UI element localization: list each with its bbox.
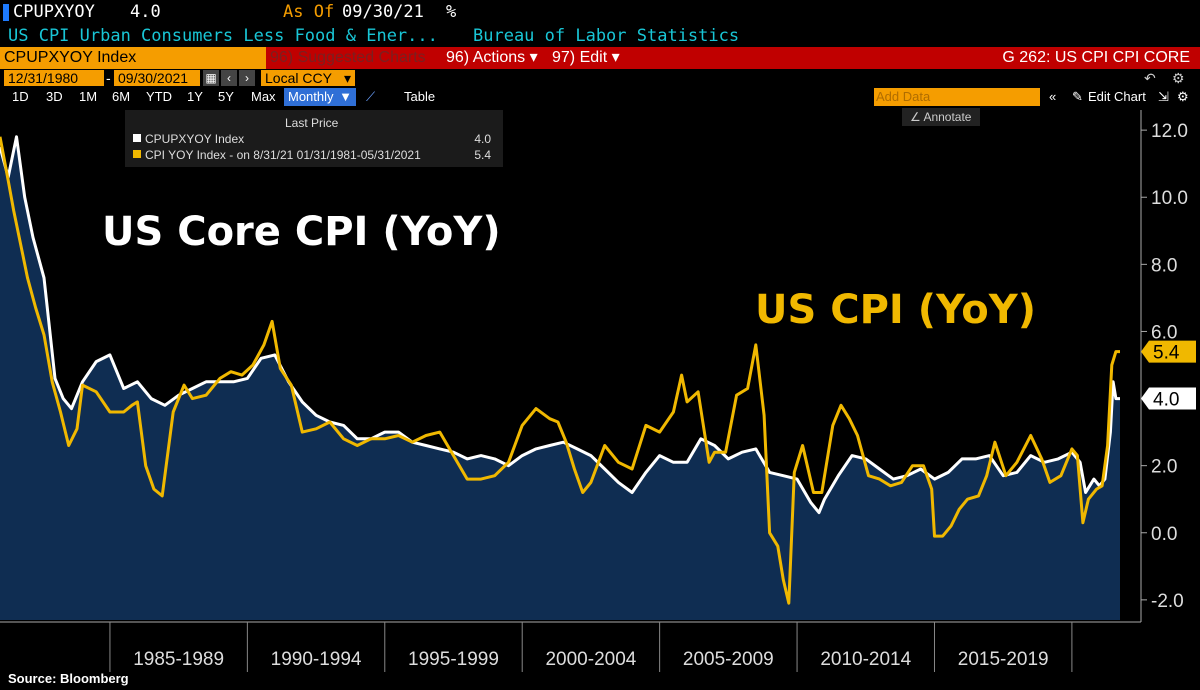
y-tick-label: 10.0 xyxy=(1151,188,1188,209)
date-range-row: 12/31/1980 - 09/30/2021 ▦ ‹ › Local CCY ▾… xyxy=(0,69,1200,87)
period-5y[interactable]: 5Y xyxy=(218,89,234,104)
legend-swatch-core xyxy=(133,134,141,142)
legend-label-core: CPUPXYOY Index xyxy=(145,132,245,146)
chevron-down-icon: ▾ xyxy=(343,70,351,86)
y-tick-label: -2.0 xyxy=(1151,591,1184,612)
core-cpi-title: US Core CPI (YoY) xyxy=(102,209,501,255)
legend-item-headline[interactable]: CPI YOY Index - on 8/31/21 01/31/1981-05… xyxy=(133,148,497,162)
pencil-icon: ∠ xyxy=(910,110,921,124)
settings-icon[interactable]: ⚙ xyxy=(1172,70,1185,86)
security-description: US CPI Urban Consumers Less Food & Ener.… xyxy=(8,26,438,46)
legend-value-headline: 5.4 xyxy=(474,148,491,162)
period-ytd[interactable]: YTD xyxy=(146,89,172,104)
start-date-field[interactable]: 12/31/1980 xyxy=(4,70,104,86)
x-tick-label: 2000-2004 xyxy=(545,649,636,670)
unit: % xyxy=(446,2,457,22)
y-tick-label: 8.0 xyxy=(1151,255,1177,276)
period-max[interactable]: Max xyxy=(251,89,276,104)
currency-select[interactable]: Local CCY ▾ xyxy=(261,70,355,86)
y-tick-label: 2.0 xyxy=(1151,457,1177,478)
source-footnote: Source: Bloomberg xyxy=(8,671,129,686)
as-of-date[interactable]: 09/30/21 xyxy=(342,2,424,22)
chevron-down-icon: ▼ xyxy=(339,89,352,104)
annotate-label: Annotate xyxy=(923,110,972,124)
frequency-value: Monthly xyxy=(288,89,334,104)
x-tick-label: 1995-1999 xyxy=(408,649,499,670)
x-tick-label: 2005-2009 xyxy=(683,649,774,670)
actions-label: Actions xyxy=(472,49,526,66)
currency-value: Local CCY xyxy=(265,70,332,86)
legend-header: Last Price xyxy=(285,116,339,130)
end-date-field[interactable]: 09/30/2021 xyxy=(114,70,200,86)
suggested-label: Suggested Charts xyxy=(297,49,426,66)
undo-icon[interactable]: ↶ xyxy=(1144,70,1156,86)
chevron-left-icon[interactable]: ‹ xyxy=(221,70,237,86)
core-cpi-line[interactable] xyxy=(0,135,1120,515)
command-bar: CPUPXYOY Index 96) Suggested Charts 96) … xyxy=(0,47,1200,69)
headline-cpi-title: US CPI (YoY) xyxy=(755,287,1036,333)
legend-item-core[interactable]: CPUPXYOY Index 4.0 xyxy=(133,132,497,146)
core-cpi-area xyxy=(0,136,1120,621)
period-1m[interactable]: 1M xyxy=(79,89,98,104)
suggested-charts-button[interactable]: 96) Suggested Charts xyxy=(270,47,440,69)
add-data-input[interactable]: Add Data xyxy=(874,88,1040,106)
chevron-down-icon: ▾ xyxy=(611,49,620,66)
y-tick-label: 0.0 xyxy=(1151,524,1177,545)
calendar-icon[interactable]: ▦ xyxy=(203,70,219,86)
period-6m[interactable]: 6M xyxy=(112,89,131,104)
legend-label-headline: CPI YOY Index - on 8/31/21 01/31/1981-05… xyxy=(145,148,421,162)
x-tick-label: 1985-1989 xyxy=(133,649,224,670)
headline-last-value: 5.4 xyxy=(1141,340,1196,364)
graph-id: G 262: US CPI CPI CORE xyxy=(1002,49,1190,66)
suggested-code: 96) xyxy=(270,49,294,66)
range-dash: - xyxy=(106,70,111,86)
last-value-box xyxy=(1141,340,1196,363)
table-button[interactable]: Table xyxy=(404,89,436,104)
security-header: CPUPXYOY 4.0 As Of 09/30/21 % xyxy=(0,0,1200,25)
chevron-down-icon: ▾ xyxy=(529,49,538,66)
edit-chart-button[interactable]: Edit Chart xyxy=(1088,89,1146,104)
last-value-text: 5.4 xyxy=(1153,343,1180,364)
y-tick-label: 6.0 xyxy=(1151,322,1177,343)
legend-swatch-headline xyxy=(133,150,141,158)
current-value: 4.0 xyxy=(130,2,161,22)
legend-value-core: 4.0 xyxy=(474,132,491,146)
x-tick-label: 1990-1994 xyxy=(271,649,362,670)
index-field[interactable]: CPUPXYOY Index xyxy=(0,47,266,69)
last-value-text: 4.0 xyxy=(1153,390,1179,411)
export-icon[interactable]: ⇲ xyxy=(1158,89,1169,104)
period-1y[interactable]: 1Y xyxy=(187,89,203,104)
edit-label: Edit xyxy=(579,49,608,66)
as-of-label: As Of xyxy=(283,2,335,22)
settings-icon[interactable]: ⚙ xyxy=(1177,89,1189,104)
active-marker xyxy=(3,4,9,21)
x-tick-label: 2015-2019 xyxy=(958,649,1049,670)
pencil-icon[interactable]: ✎ xyxy=(1072,89,1083,104)
chevron-right-icon[interactable]: › xyxy=(239,70,255,86)
edit-code: 97) xyxy=(552,49,576,66)
actions-code: 96) xyxy=(446,49,470,66)
period-1d[interactable]: 1D xyxy=(12,89,29,104)
y-tick-label: 12.0 xyxy=(1151,121,1188,142)
line-chart-icon[interactable]: ⟋ xyxy=(366,89,376,104)
period-row: 1D 3D 1M 6M YTD 1Y 5Y Max Monthly ▼ ⟋ Tab… xyxy=(0,87,1200,107)
edit-menu[interactable]: 97) Edit ▾ xyxy=(552,47,620,69)
data-source: Bureau of Labor Statistics xyxy=(473,26,740,46)
frequency-select[interactable]: Monthly ▼ xyxy=(284,88,356,106)
description-row: US CPI Urban Consumers Less Food & Ener.… xyxy=(0,25,1200,47)
chart-legend: Last Price CPUPXYOY Index 4.0 CPI YOY In… xyxy=(125,110,503,167)
x-tick-label: 2010-2014 xyxy=(820,649,911,670)
ticker[interactable]: CPUPXYOY xyxy=(13,2,95,22)
annotate-button[interactable]: ∠ Annotate xyxy=(902,108,980,126)
headline-cpi-line[interactable] xyxy=(0,136,1120,605)
collapse-icon[interactable]: « xyxy=(1049,89,1057,104)
last-value-box xyxy=(1141,387,1196,410)
core-last-value: 4.0 xyxy=(1141,387,1196,411)
actions-menu[interactable]: 96) Actions ▾ xyxy=(446,47,538,69)
period-3d[interactable]: 3D xyxy=(46,89,63,104)
